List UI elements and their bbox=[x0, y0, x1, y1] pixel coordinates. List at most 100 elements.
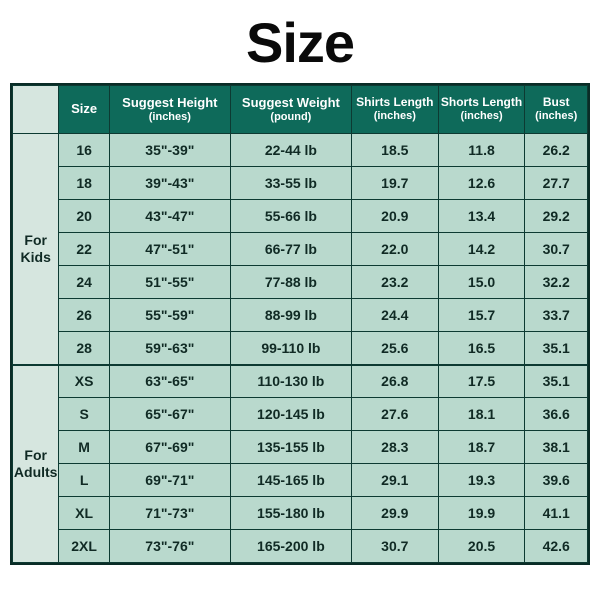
group-label-line: Adults bbox=[13, 464, 58, 481]
table-row: M67"-69"135-155 lb28.318.738.1 bbox=[13, 431, 588, 464]
cell-size: 2XL bbox=[59, 530, 109, 563]
header-main: Suggest Weight bbox=[233, 96, 349, 111]
cell-weight: 135-155 lb bbox=[230, 431, 351, 464]
cell-shorts: 15.0 bbox=[438, 266, 525, 299]
header-main: Shirts Length bbox=[354, 96, 436, 110]
cell-height: 39"-43" bbox=[109, 167, 230, 200]
header-sub: (inches) bbox=[527, 110, 585, 123]
header-sub: (inches) bbox=[441, 110, 523, 123]
cell-weight: 22-44 lb bbox=[230, 134, 351, 167]
cell-height: 73"-76" bbox=[109, 530, 230, 563]
group-label-line: For bbox=[13, 447, 58, 464]
group-label-line: For bbox=[13, 232, 58, 249]
cell-height: 65"-67" bbox=[109, 398, 230, 431]
table-row: 1839"-43"33-55 lb19.712.627.7 bbox=[13, 167, 588, 200]
cell-weight: 33-55 lb bbox=[230, 167, 351, 200]
cell-shirts: 25.6 bbox=[351, 332, 438, 365]
cell-weight: 99-110 lb bbox=[230, 332, 351, 365]
cell-shirts: 28.3 bbox=[351, 431, 438, 464]
cell-size: 26 bbox=[59, 299, 109, 332]
header-main: Size bbox=[61, 102, 106, 117]
cell-height: 71"-73" bbox=[109, 497, 230, 530]
cell-shirts: 18.5 bbox=[351, 134, 438, 167]
table-row: S65"-67"120-145 lb27.618.136.6 bbox=[13, 398, 588, 431]
cell-bust: 36.6 bbox=[525, 398, 588, 431]
cell-height: 55"-59" bbox=[109, 299, 230, 332]
cell-shirts: 29.9 bbox=[351, 497, 438, 530]
cell-shirts: 23.2 bbox=[351, 266, 438, 299]
cell-shorts: 14.2 bbox=[438, 233, 525, 266]
cell-height: 43"-47" bbox=[109, 200, 230, 233]
group-label-line: Kids bbox=[13, 249, 58, 266]
size-table-container: SizeSuggest Height(inches)Suggest Weight… bbox=[10, 83, 590, 565]
cell-height: 51"-55" bbox=[109, 266, 230, 299]
cell-weight: 165-200 lb bbox=[230, 530, 351, 563]
cell-shorts: 17.5 bbox=[438, 365, 525, 398]
cell-bust: 30.7 bbox=[525, 233, 588, 266]
table-row: XL71"-73"155-180 lb29.919.941.1 bbox=[13, 497, 588, 530]
cell-height: 59"-63" bbox=[109, 332, 230, 365]
cell-weight: 66-77 lb bbox=[230, 233, 351, 266]
table-row: 2247"-51"66-77 lb22.014.230.7 bbox=[13, 233, 588, 266]
cell-weight: 110-130 lb bbox=[230, 365, 351, 398]
cell-weight: 88-99 lb bbox=[230, 299, 351, 332]
table-row: 2XL73"-76"165-200 lb30.720.542.6 bbox=[13, 530, 588, 563]
cell-size: XS bbox=[59, 365, 109, 398]
cell-bust: 32.2 bbox=[525, 266, 588, 299]
cell-bust: 27.7 bbox=[525, 167, 588, 200]
cell-bust: 33.7 bbox=[525, 299, 588, 332]
header-suggest-weight: Suggest Weight(pound) bbox=[230, 86, 351, 134]
cell-height: 35"-39" bbox=[109, 134, 230, 167]
cell-bust: 29.2 bbox=[525, 200, 588, 233]
cell-shirts: 24.4 bbox=[351, 299, 438, 332]
table-row: ForKids1635"-39"22-44 lb18.511.826.2 bbox=[13, 134, 588, 167]
cell-height: 47"-51" bbox=[109, 233, 230, 266]
header-shirts-length: Shirts Length(inches) bbox=[351, 86, 438, 134]
cell-shirts: 26.8 bbox=[351, 365, 438, 398]
cell-shirts: 30.7 bbox=[351, 530, 438, 563]
cell-size: 24 bbox=[59, 266, 109, 299]
cell-shorts: 12.6 bbox=[438, 167, 525, 200]
cell-shorts: 19.3 bbox=[438, 464, 525, 497]
cell-size: M bbox=[59, 431, 109, 464]
page-title: Size bbox=[246, 10, 354, 75]
cell-shirts: 29.1 bbox=[351, 464, 438, 497]
size-table: SizeSuggest Height(inches)Suggest Weight… bbox=[12, 85, 588, 563]
cell-shorts: 15.7 bbox=[438, 299, 525, 332]
table-row: ForAdultsXS63"-65"110-130 lb26.817.535.1 bbox=[13, 365, 588, 398]
cell-bust: 39.6 bbox=[525, 464, 588, 497]
cell-bust: 35.1 bbox=[525, 365, 588, 398]
header-sub: (inches) bbox=[112, 111, 228, 124]
header-group-col bbox=[13, 86, 59, 134]
group-label: ForKids bbox=[13, 134, 59, 365]
cell-height: 69"-71" bbox=[109, 464, 230, 497]
cell-shorts: 13.4 bbox=[438, 200, 525, 233]
table-row: L69"-71"145-165 lb29.119.339.6 bbox=[13, 464, 588, 497]
cell-shorts: 19.9 bbox=[438, 497, 525, 530]
cell-shirts: 20.9 bbox=[351, 200, 438, 233]
header-suggest-height: Suggest Height(inches) bbox=[109, 86, 230, 134]
header-size: Size bbox=[59, 86, 109, 134]
cell-weight: 55-66 lb bbox=[230, 200, 351, 233]
cell-bust: 41.1 bbox=[525, 497, 588, 530]
header-sub: (pound) bbox=[233, 111, 349, 124]
table-row: 2451"-55"77-88 lb23.215.032.2 bbox=[13, 266, 588, 299]
header-shorts-length: Shorts Length(inches) bbox=[438, 86, 525, 134]
cell-size: L bbox=[59, 464, 109, 497]
table-row: 2043"-47"55-66 lb20.913.429.2 bbox=[13, 200, 588, 233]
table-row: 2859"-63"99-110 lb25.616.535.1 bbox=[13, 332, 588, 365]
cell-size: 22 bbox=[59, 233, 109, 266]
table-row: 2655"-59"88-99 lb24.415.733.7 bbox=[13, 299, 588, 332]
cell-weight: 145-165 lb bbox=[230, 464, 351, 497]
cell-weight: 77-88 lb bbox=[230, 266, 351, 299]
cell-size: XL bbox=[59, 497, 109, 530]
cell-bust: 42.6 bbox=[525, 530, 588, 563]
cell-shorts: 18.1 bbox=[438, 398, 525, 431]
cell-shirts: 22.0 bbox=[351, 233, 438, 266]
cell-shorts: 20.5 bbox=[438, 530, 525, 563]
header-sub: (inches) bbox=[354, 110, 436, 123]
cell-bust: 26.2 bbox=[525, 134, 588, 167]
cell-size: S bbox=[59, 398, 109, 431]
cell-height: 67"-69" bbox=[109, 431, 230, 464]
cell-size: 20 bbox=[59, 200, 109, 233]
